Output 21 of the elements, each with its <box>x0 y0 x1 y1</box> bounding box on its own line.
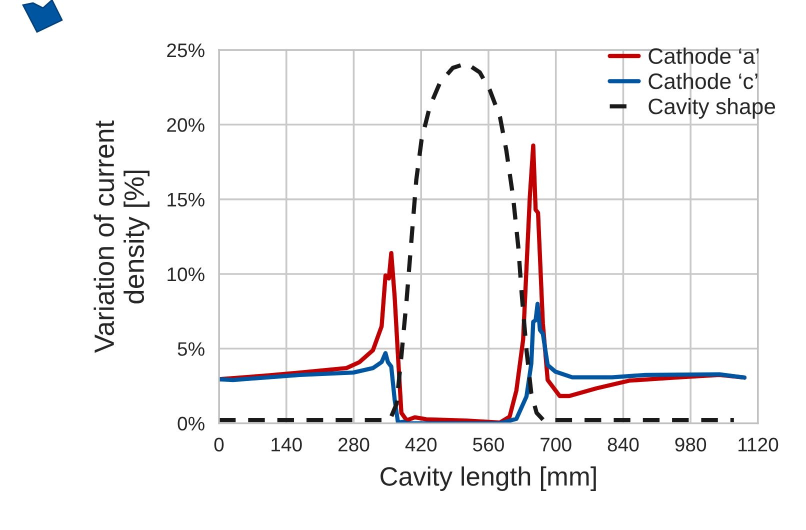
y-tick-label: 15% <box>168 192 204 207</box>
legend-label: Cathode ‘a’ <box>648 48 759 64</box>
legend-label: Cavity shape <box>648 98 776 119</box>
y-tick-label: 5% <box>178 342 204 356</box>
x-tick-label: 0 <box>214 438 224 452</box>
x-tick-label: 980 <box>675 438 706 452</box>
x-tick-label: 700 <box>540 438 572 452</box>
x-tick-label: 840 <box>608 438 639 452</box>
x-tick-label: 280 <box>338 438 370 452</box>
x-tick-label: 1120 <box>738 438 778 452</box>
y-tick-label: 10% <box>168 267 204 282</box>
x-axis-title: Cavity length [mm] <box>380 466 596 492</box>
line-series <box>218 302 747 424</box>
x-tick-label: 140 <box>272 438 302 452</box>
legend-label: Cathode ‘c’ <box>648 72 758 90</box>
y-tick-label: 20% <box>167 118 204 132</box>
x-tick-label: 560 <box>473 438 504 452</box>
y-axis-title: Variation of current density [%] <box>94 120 150 353</box>
y-tick-label: 0% <box>178 416 204 431</box>
x-tick-label: 420 <box>405 438 437 452</box>
y-tick-label: 25% <box>167 43 204 58</box>
